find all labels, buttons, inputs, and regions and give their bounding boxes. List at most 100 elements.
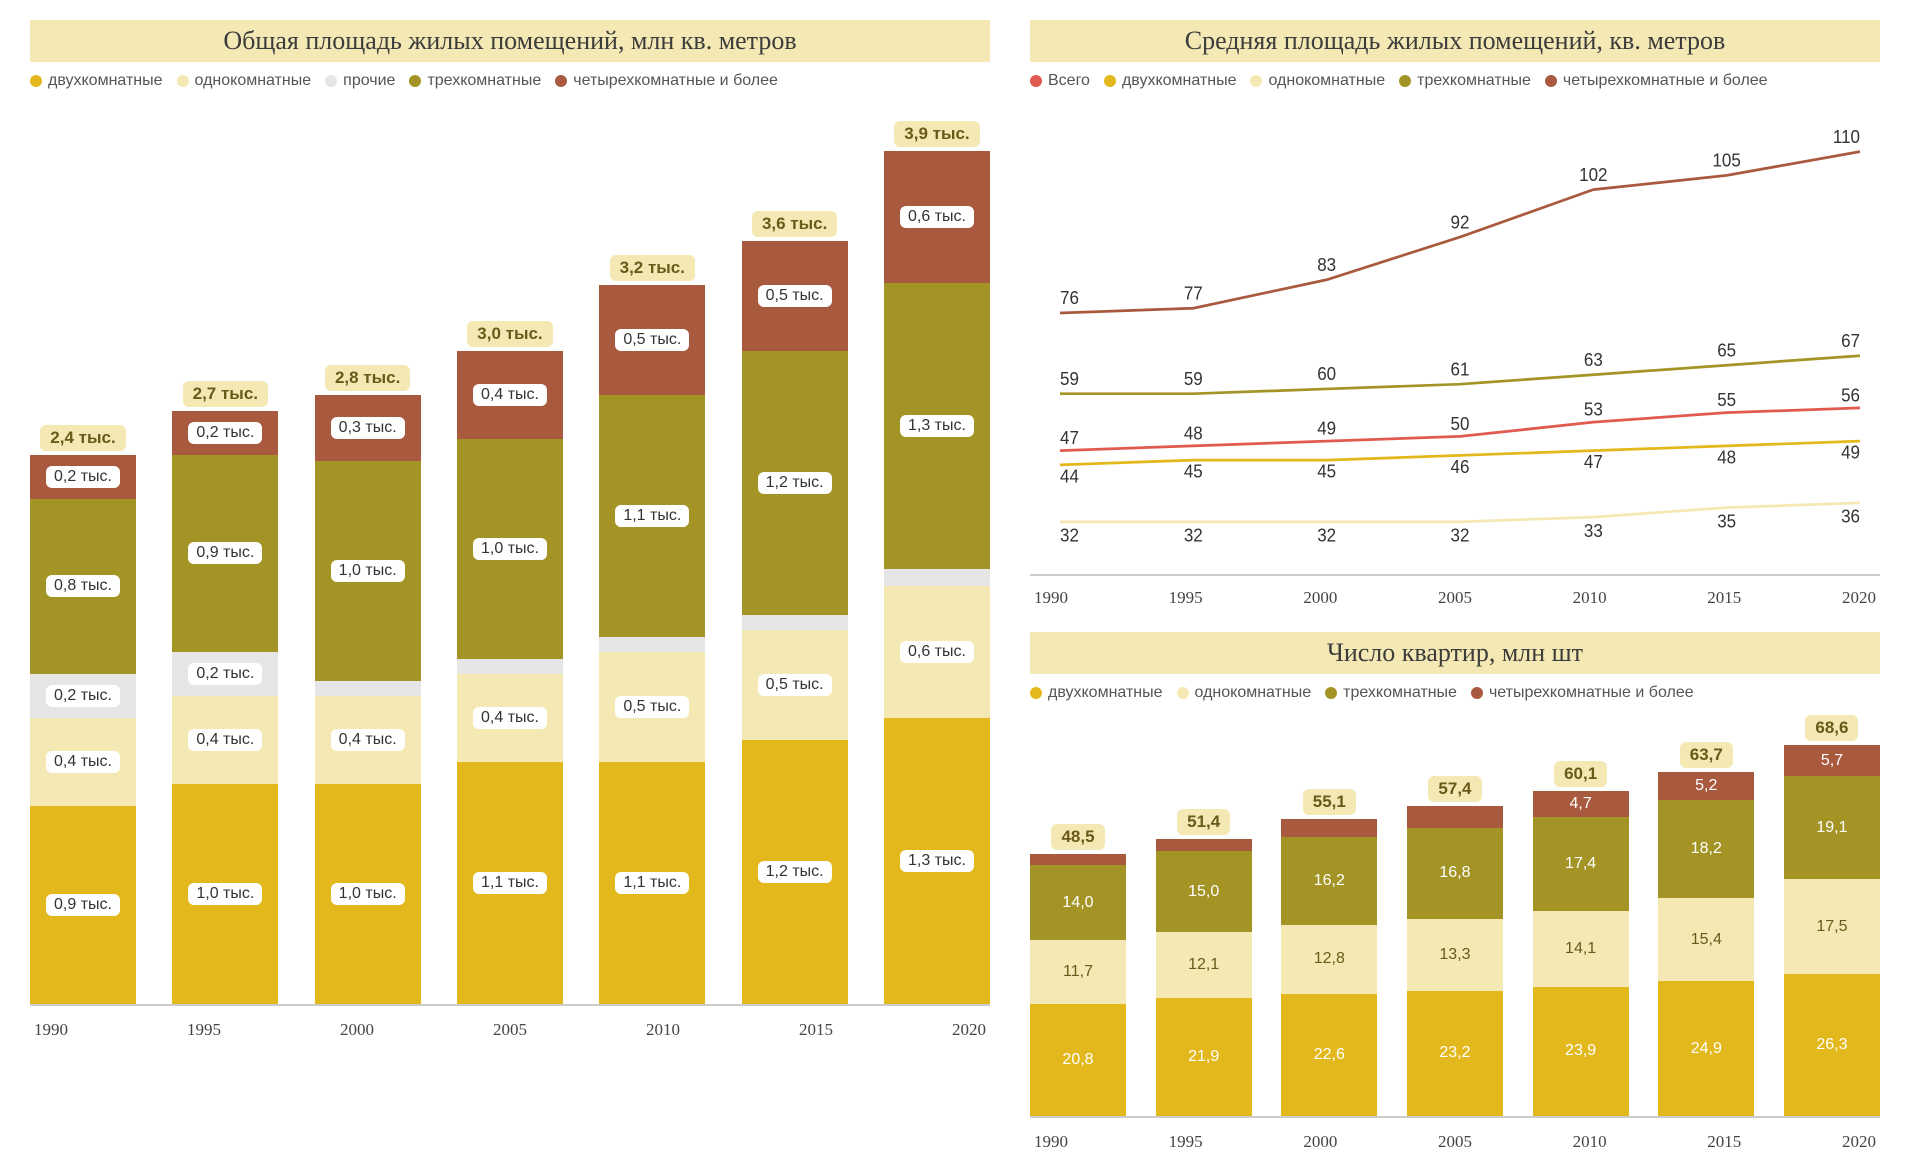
- legend-dot-icon: [1399, 75, 1411, 87]
- line-value-label: 60: [1317, 363, 1336, 384]
- segment-label: 0,2 тыс.: [46, 685, 120, 707]
- legend-item-tr: трехкомнатные: [1399, 72, 1531, 90]
- x-tick: 2010: [646, 1020, 680, 1040]
- bar-segment-ch: 0,5 тыс.: [742, 241, 848, 351]
- bar-col: 3,9 тыс.1,3 тыс.0,6 тыс.1,3 тыс.0,6 тыс.: [884, 121, 990, 1004]
- segment-label: 14,1: [1565, 940, 1596, 958]
- segment-label: 0,3 тыс.: [331, 417, 405, 439]
- bar-segment-ch: [1281, 819, 1377, 837]
- segment-label: 0,9 тыс.: [46, 894, 120, 916]
- line-value-label: 76: [1060, 288, 1079, 309]
- segment-label: 0,9 тыс.: [188, 542, 262, 564]
- bar-total-badge: 55,1: [1303, 789, 1356, 815]
- line-value-label: 45: [1184, 461, 1203, 482]
- chart1-legend: двухкомнатныеоднокомнатныепрочиетрехкомн…: [30, 72, 990, 90]
- line-value-label: 55: [1717, 389, 1736, 410]
- bar-segment-tr: 1,1 тыс.: [599, 395, 705, 637]
- bar-segment-tr: 1,2 тыс.: [742, 351, 848, 615]
- line-value-label: 36: [1841, 506, 1860, 527]
- line-value-label: 63: [1584, 349, 1603, 370]
- bar-segment-pr: [884, 569, 990, 587]
- segment-label: 0,4 тыс.: [188, 729, 262, 751]
- segment-label: 5,7: [1821, 752, 1843, 770]
- legend-dot-icon: [1030, 687, 1042, 699]
- bar-segment-pr: [599, 637, 705, 652]
- line-value-label: 32: [1060, 525, 1079, 546]
- segment-label: 1,3 тыс.: [900, 850, 974, 872]
- segment-label: 1,0 тыс.: [188, 883, 262, 905]
- legend-item-ch: четырехкомнатные и более: [555, 72, 778, 90]
- legend-item-od: однокомнатные: [1177, 684, 1312, 702]
- bar-segment-pr: 0,2 тыс.: [30, 674, 136, 718]
- x-tick: 2005: [1438, 1132, 1472, 1152]
- chart3-legend: двухкомнатныеоднокомнатныетрехкомнатныеч…: [1030, 684, 1880, 702]
- chart1-plot: 2,4 тыс.0,9 тыс.0,4 тыс.0,2 тыс.0,8 тыс.…: [30, 106, 990, 1040]
- segment-label: 4,7: [1570, 795, 1592, 813]
- segment-label: 11,7: [1063, 963, 1093, 981]
- legend-label: двухкомнатные: [1048, 684, 1163, 702]
- bar-segment-dv: 1,1 тыс.: [599, 762, 705, 1004]
- segment-label: 1,1 тыс.: [473, 872, 547, 894]
- bar-segment-od: 13,3: [1407, 919, 1503, 991]
- bar-col: 2,4 тыс.0,9 тыс.0,4 тыс.0,2 тыс.0,8 тыс.…: [30, 425, 136, 1004]
- bar-segment-pr: [457, 659, 563, 674]
- bar-segment-od: 0,4 тыс.: [172, 696, 278, 784]
- bar-total-badge: 68,6: [1805, 715, 1858, 741]
- segment-label: 0,4 тыс.: [331, 729, 405, 751]
- bar-segment-od: 0,4 тыс.: [457, 674, 563, 762]
- bar-segment-tr: 16,2: [1281, 837, 1377, 925]
- bar-segment-tr: 14,0: [1030, 865, 1126, 941]
- segment-label: 0,5 тыс.: [758, 674, 832, 696]
- bar-segment-dv: 22,6: [1281, 994, 1377, 1116]
- x-tick: 2015: [799, 1020, 833, 1040]
- line-value-label: 48: [1184, 423, 1203, 444]
- line-value-label: 32: [1317, 525, 1336, 546]
- bar-col: 55,122,612,816,2: [1281, 789, 1377, 1116]
- x-tick: 1990: [34, 1020, 68, 1040]
- segment-label: 24,9: [1691, 1040, 1722, 1058]
- x-tick: 2020: [1842, 588, 1876, 608]
- legend-item-vs: Всего: [1030, 72, 1090, 90]
- bar-segment-ch: 5,2: [1658, 772, 1754, 800]
- legend-label: четырехкомнатные и более: [573, 72, 778, 90]
- legend-label: однокомнатные: [1268, 72, 1385, 90]
- x-tick: 2015: [1707, 588, 1741, 608]
- bar-total-badge: 63,7: [1680, 742, 1733, 768]
- legend-label: четырехкомнатные и более: [1489, 684, 1694, 702]
- legend-item-dv: двухкомнатные: [1030, 684, 1163, 702]
- segment-label: 12,1: [1188, 956, 1219, 974]
- bar-total-badge: 51,4: [1177, 809, 1230, 835]
- bar-segment-tr: 0,9 тыс.: [172, 455, 278, 653]
- x-tick: 2000: [1303, 588, 1337, 608]
- segment-label: 14,0: [1062, 894, 1093, 912]
- segment-label: 23,9: [1565, 1042, 1596, 1060]
- bar-segment-ch: 0,2 тыс.: [172, 411, 278, 455]
- legend-dot-icon: [1030, 75, 1042, 87]
- bar-segment-dv: 21,9: [1156, 998, 1252, 1116]
- bar-total-badge: 3,6 тыс.: [752, 211, 837, 237]
- bar-col: 63,724,915,418,25,2: [1658, 742, 1754, 1116]
- bar-segment-ch: 0,4 тыс.: [457, 351, 563, 439]
- segment-label: 0,6 тыс.: [900, 641, 974, 663]
- legend-item-od: однокомнатные: [177, 72, 312, 90]
- line-value-label: 67: [1841, 330, 1860, 351]
- line-value-label: 47: [1584, 451, 1603, 472]
- segment-label: 16,2: [1314, 872, 1345, 890]
- bar-col: 3,6 тыс.1,2 тыс.0,5 тыс.1,2 тыс.0,5 тыс.: [742, 211, 848, 1004]
- bar-col: 60,123,914,117,44,7: [1533, 761, 1629, 1116]
- segment-label: 0,4 тыс.: [46, 751, 120, 773]
- segment-label: 1,0 тыс.: [331, 560, 405, 582]
- bar-col: 2,7 тыс.1,0 тыс.0,4 тыс.0,2 тыс.0,9 тыс.…: [172, 381, 278, 1004]
- legend-dot-icon: [325, 75, 337, 87]
- segment-label: 0,8 тыс.: [46, 575, 120, 597]
- line-value-label: 65: [1717, 340, 1736, 361]
- legend-item-ch: четырехкомнатные и более: [1471, 684, 1694, 702]
- segment-label: 16,8: [1439, 864, 1470, 882]
- chart2-legend: Всегодвухкомнатныеоднокомнатныетрехкомна…: [1030, 72, 1880, 90]
- x-tick: 2015: [1707, 1132, 1741, 1152]
- bar-segment-od: 15,4: [1658, 898, 1754, 981]
- segment-label: 23,2: [1439, 1044, 1470, 1062]
- bar-total-badge: 3,2 тыс.: [610, 255, 695, 281]
- segment-label: 0,2 тыс.: [188, 422, 262, 444]
- bar-segment-tr: 0,8 тыс.: [30, 499, 136, 675]
